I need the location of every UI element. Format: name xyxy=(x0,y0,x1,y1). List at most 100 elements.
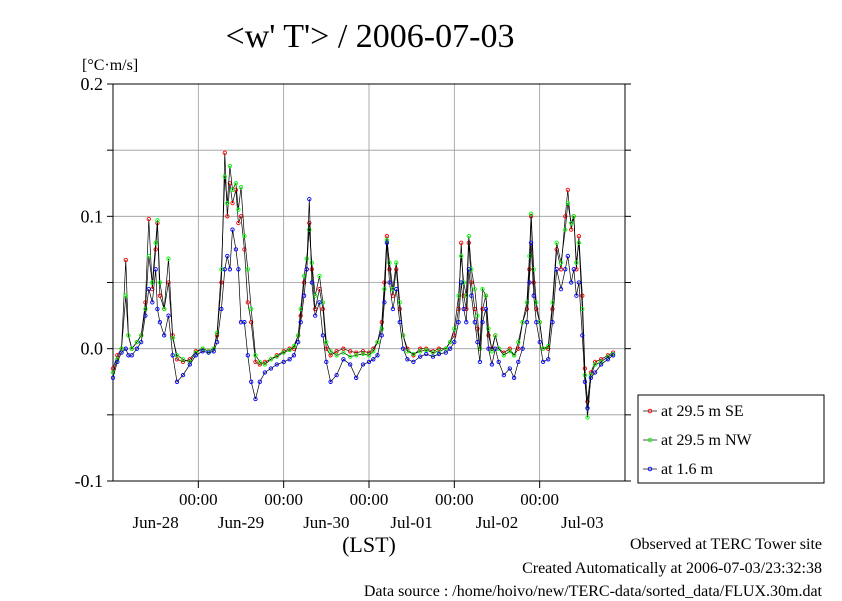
data-point xyxy=(585,406,590,411)
data-point xyxy=(236,267,241,272)
data-point xyxy=(233,247,239,252)
data-point xyxy=(253,359,258,365)
legend-label: at 29.5 m SE xyxy=(661,403,744,420)
data-point xyxy=(155,218,160,223)
data-point xyxy=(461,280,466,285)
data-point xyxy=(436,349,442,354)
data-point xyxy=(219,280,224,285)
data-point xyxy=(225,214,230,219)
data-point xyxy=(146,216,151,222)
data-point xyxy=(582,379,588,384)
data-source-note: Data source : /home/hoivo/new/TERC-data/… xyxy=(363,583,822,600)
data-point xyxy=(257,362,262,367)
data-point xyxy=(328,349,333,354)
data-point xyxy=(459,240,464,245)
data-point xyxy=(379,326,384,331)
data-point xyxy=(520,346,525,351)
data-point xyxy=(313,313,318,318)
data-point xyxy=(360,362,366,367)
data-point xyxy=(143,313,148,318)
data-point xyxy=(242,320,247,325)
data-point xyxy=(115,359,120,365)
legend-label: at 1.6 m xyxy=(661,461,714,478)
data-point xyxy=(139,339,144,345)
data-point xyxy=(511,375,517,380)
legend-label: at 29.5 m NW xyxy=(661,432,753,449)
data-point xyxy=(387,280,392,285)
data-point xyxy=(550,306,555,312)
data-point xyxy=(546,357,551,362)
data-point xyxy=(348,354,353,359)
y-tick-label: 0.1 xyxy=(81,206,104,226)
data-point xyxy=(245,267,250,272)
data-point xyxy=(123,293,128,298)
data-point xyxy=(298,313,303,318)
data-point xyxy=(153,267,158,272)
data-point xyxy=(405,349,410,354)
data-point xyxy=(371,349,376,354)
data-point xyxy=(605,357,611,362)
series-line xyxy=(112,165,614,418)
data-point xyxy=(233,181,239,186)
data-point xyxy=(569,220,574,226)
data-point xyxy=(501,353,506,358)
data-point xyxy=(236,207,241,212)
data-point xyxy=(375,353,380,358)
data-point xyxy=(574,293,579,298)
data-point xyxy=(291,353,297,358)
data-point xyxy=(162,333,167,338)
series-line xyxy=(112,199,614,409)
data-point xyxy=(174,379,180,384)
x-axis-label: (LST) xyxy=(342,532,396,557)
data-point xyxy=(576,234,582,239)
data-point xyxy=(472,320,477,325)
data-point xyxy=(225,200,230,206)
data-point xyxy=(580,333,585,338)
data-point xyxy=(153,240,158,245)
data-point xyxy=(157,293,163,298)
data-point xyxy=(496,359,501,365)
data-point xyxy=(307,196,312,202)
data-point xyxy=(571,267,576,272)
data-point xyxy=(554,240,559,245)
data-point xyxy=(242,234,247,239)
data-point xyxy=(605,354,611,359)
data-point xyxy=(309,260,314,265)
x-tick-time-label: 00:00 xyxy=(520,490,559,509)
data-point xyxy=(334,372,339,378)
data-point xyxy=(328,379,333,384)
data-point xyxy=(546,346,551,351)
data-point xyxy=(227,163,233,169)
data-point xyxy=(317,300,322,305)
x-tick-time-label: 00:00 xyxy=(264,490,303,509)
data-point xyxy=(516,339,521,345)
data-point xyxy=(507,366,512,371)
data-point xyxy=(489,362,495,367)
data-point xyxy=(540,359,546,365)
data-point xyxy=(397,320,402,325)
data-point xyxy=(436,351,442,357)
data-point xyxy=(576,280,582,285)
data-point xyxy=(348,362,353,367)
data-point xyxy=(360,349,366,354)
data-point xyxy=(146,286,151,292)
data-point xyxy=(563,227,568,232)
data-point xyxy=(119,346,124,351)
data-point xyxy=(174,357,180,362)
data-point xyxy=(534,320,539,325)
data-point xyxy=(447,346,453,351)
data-point xyxy=(328,353,333,358)
data-point xyxy=(394,260,399,265)
legend-box xyxy=(637,394,825,484)
grid xyxy=(113,83,625,482)
data-point xyxy=(193,353,198,358)
created-note: Created Automatically at 2006-07-03/23:3… xyxy=(522,560,822,577)
data-point xyxy=(174,353,180,358)
data-point xyxy=(464,320,469,325)
data-point xyxy=(257,379,262,384)
data-point xyxy=(155,306,160,312)
data-point xyxy=(456,320,461,325)
data-point xyxy=(527,280,532,285)
data-point xyxy=(384,234,390,239)
